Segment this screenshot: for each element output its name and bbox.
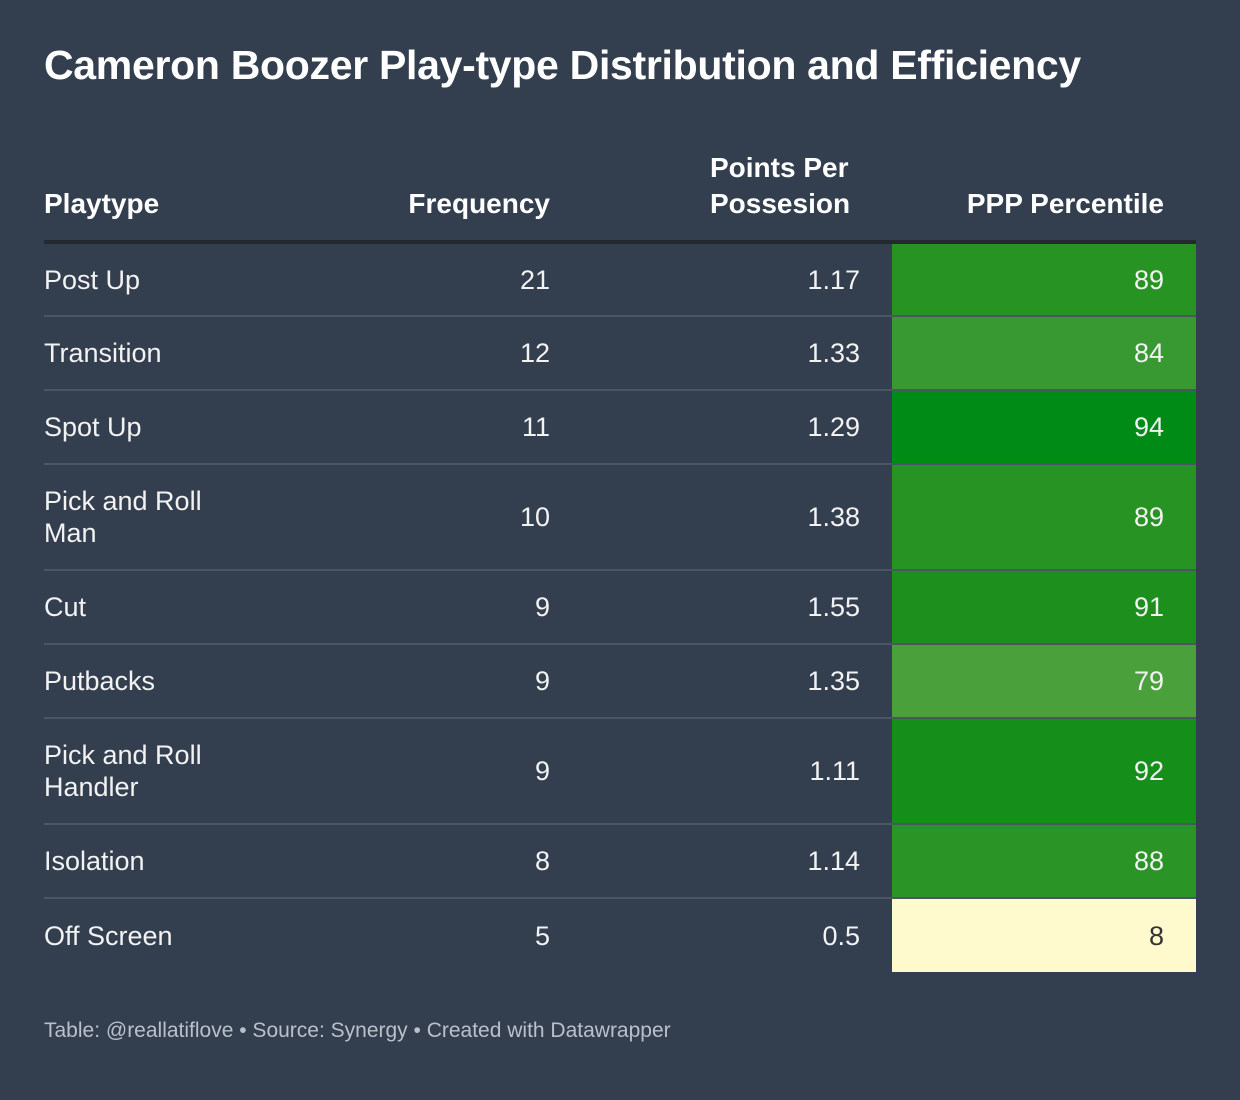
cell-frequency: 5 xyxy=(254,897,550,972)
cell-frequency: 9 xyxy=(254,717,550,824)
cell-ppp: 0.5 xyxy=(550,897,892,972)
cell-percentile: 91 xyxy=(892,569,1196,644)
cell-playtype: Putbacks xyxy=(44,643,254,718)
table-row: Putbacks 9 1.35 79 xyxy=(44,643,1196,718)
table-row: Pick and Roll Man 10 1.38 89 xyxy=(44,463,1196,570)
cell-frequency: 12 xyxy=(254,315,550,390)
cell-percentile: 89 xyxy=(892,242,1196,316)
header-playtype[interactable]: Playtype xyxy=(44,150,254,244)
cell-ppp: 1.55 xyxy=(550,569,892,644)
cell-percentile: 84 xyxy=(892,315,1196,390)
table-header: Playtype Frequency Points Per Possesion … xyxy=(44,150,1196,244)
cell-playtype: Isolation xyxy=(44,823,254,898)
cell-frequency: 9 xyxy=(254,569,550,644)
cell-frequency: 11 xyxy=(254,389,550,464)
table-row: Spot Up 11 1.29 94 xyxy=(44,389,1196,464)
table-row: Transition 12 1.33 84 xyxy=(44,315,1196,390)
header-ppp[interactable]: Points Per Possesion xyxy=(550,150,892,244)
cell-frequency: 9 xyxy=(254,643,550,718)
cell-ppp: 1.33 xyxy=(550,315,892,390)
playtype-table: Playtype Frequency Points Per Possesion … xyxy=(44,150,1196,972)
cell-percentile: 89 xyxy=(892,463,1196,570)
table-row: Cut 9 1.55 91 xyxy=(44,569,1196,644)
cell-playtype: Cut xyxy=(44,569,254,644)
cell-frequency: 8 xyxy=(254,823,550,898)
cell-playtype: Off Screen xyxy=(44,897,254,972)
cell-percentile: 88 xyxy=(892,823,1196,898)
footer-credits: Table: @reallatiflove • Source: Synergy … xyxy=(44,1019,671,1042)
cell-ppp: 1.11 xyxy=(550,717,892,824)
table-row: Post Up 21 1.17 89 xyxy=(44,242,1196,316)
header-frequency[interactable]: Frequency xyxy=(254,150,550,244)
chart-title: Cameron Boozer Play-type Distribution an… xyxy=(44,42,1081,88)
cell-percentile: 92 xyxy=(892,717,1196,824)
table-row: Pick and Roll Handler 9 1.11 92 xyxy=(44,717,1196,824)
cell-ppp: 1.17 xyxy=(807,264,860,295)
table-row: Isolation 8 1.14 88 xyxy=(44,823,1196,898)
cell-ppp: 1.14 xyxy=(550,823,892,898)
cell-playtype: Post Up xyxy=(44,264,141,295)
cell-ppp: 1.35 xyxy=(550,643,892,718)
table-body: Post Up 21 1.17 89 Transition 12 1.33 84 Spot Up… xyxy=(44,242,1196,972)
header-ppp-label: Points Per Possesion xyxy=(710,152,851,219)
cell-frequency: 10 xyxy=(254,463,550,570)
header-percentile[interactable]: PPP Percentile xyxy=(892,150,1196,244)
cell-percentile: 94 xyxy=(892,389,1196,464)
cell-frequency: 21 xyxy=(519,264,550,295)
cell-playtype: Transition xyxy=(44,315,254,390)
cell-percentile: 8 xyxy=(892,897,1196,972)
cell-ppp: 1.29 xyxy=(550,389,892,464)
table-row: Off Screen 5 0.5 8 xyxy=(44,897,1196,972)
cell-playtype: Pick and Roll Man xyxy=(44,463,254,570)
cell-ppp: 1.38 xyxy=(550,463,892,570)
cell-playtype: Pick and Roll Handler xyxy=(44,717,254,824)
cell-playtype: Spot Up xyxy=(44,389,254,464)
cell-percentile: 79 xyxy=(892,643,1196,718)
